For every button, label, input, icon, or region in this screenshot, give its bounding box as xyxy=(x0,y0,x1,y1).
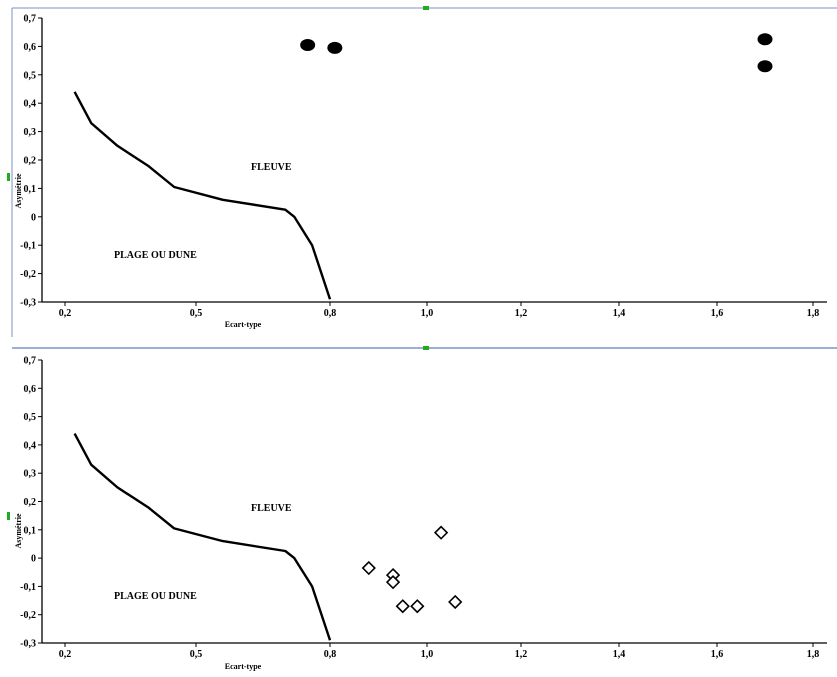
x-tick-label: 1,8 xyxy=(807,649,820,660)
x-axis-title: Ecart-type xyxy=(225,662,262,671)
y-tick-label: 0,5 xyxy=(24,70,37,81)
x-tick-label: 1,4 xyxy=(613,649,626,660)
data-point xyxy=(448,594,463,610)
region-label-plage-ou-dune: PLAGE OU DUNE xyxy=(114,250,197,261)
x-tick-label: 0,8 xyxy=(324,308,337,319)
x-axis-title: Ecart-type xyxy=(225,320,262,329)
y-tick-label: 0,3 xyxy=(24,127,37,138)
y-tick-label: 0 xyxy=(31,554,36,565)
y-tick-label: 0,5 xyxy=(24,412,37,423)
data-points xyxy=(300,33,773,73)
x-ticks: 0,2 0,5 0,8 1,0 1,2 1,4 1,6 1,8 xyxy=(59,643,820,660)
x-tick-label: 0,2 xyxy=(59,308,72,319)
x-tick-label: 1,2 xyxy=(515,649,528,660)
scatter-plot-bottom: 0,70,60,50,40,30,20,10-0,1-0,2-0,3 0,2 0,… xyxy=(14,356,827,671)
data-points xyxy=(361,525,463,614)
y-tick-label: 0 xyxy=(31,212,36,223)
y-tick-label: 0,3 xyxy=(24,469,37,480)
data-point xyxy=(327,41,343,54)
y-tick-label: 0,4 xyxy=(24,440,37,451)
y-ticks: 0,7 0,6 0,5 0,4 0,3 0,2 0,1 0 -0,1 -0,2 -0,3 xyxy=(20,14,42,309)
x-tick-label: 0,8 xyxy=(324,649,337,660)
x-tick-label: 0,5 xyxy=(190,308,203,319)
selection-handle-top xyxy=(423,6,429,10)
y-tick-label: 0,6 xyxy=(24,384,37,395)
y-tick-label: -0,2 xyxy=(20,610,36,621)
x-tick-label: 1,2 xyxy=(515,308,528,319)
y-tick-label: -0,3 xyxy=(20,298,36,309)
x-tick-label: 1,4 xyxy=(613,308,626,319)
y-tick-label: -0,3 xyxy=(20,639,36,650)
x-tick-label: 1,8 xyxy=(807,308,820,319)
region-label-fleuve: FLEUVE xyxy=(251,503,292,514)
x-tick-label: 0,2 xyxy=(59,649,72,660)
y-axis-title: Asymétrie xyxy=(14,173,23,209)
scatter-plot-top: 0,70,60,50,40,30,20,10-0,1-0,2-0,3 0,2 0,… xyxy=(14,14,827,329)
data-point xyxy=(300,38,316,51)
x-tick-label: 1,0 xyxy=(421,649,434,660)
region-label-plage-ou-dune: PLAGE OU DUNE xyxy=(114,591,197,602)
y-tick-label: -0,2 xyxy=(20,269,36,280)
data-point xyxy=(433,525,449,540)
y-tick-label: 0,2 xyxy=(24,497,37,508)
data-point xyxy=(385,575,401,590)
selection-handle-left-top xyxy=(7,173,10,181)
data-point xyxy=(395,599,410,614)
y-tick-label: 0,7 xyxy=(24,356,37,367)
region-label-fleuve: FLEUVE xyxy=(251,162,292,173)
y-tick-label: -0,1 xyxy=(20,582,36,593)
x-tick-label: 1,6 xyxy=(711,308,724,319)
boundary-line xyxy=(73,91,332,300)
data-point xyxy=(410,599,425,614)
data-point xyxy=(757,60,773,73)
x-tick-label: 1,6 xyxy=(711,649,724,660)
y-tick-label: 0,1 xyxy=(24,184,37,195)
y-tick-label: 0,2 xyxy=(24,156,37,167)
x-tick-label: 1,0 xyxy=(421,308,434,319)
x-ticks: 0,2 0,5 0,8 1,0 1,2 1,4 1,6 1,8 xyxy=(59,302,820,319)
data-point xyxy=(361,560,376,576)
x-axis-top: 0,2 0,5 0,8 1,0 1,2 1,4 1,6 1,8 xyxy=(42,301,827,319)
selection-handle-left-bottom xyxy=(7,512,10,520)
y-tick-label: -0,1 xyxy=(20,241,36,252)
x-tick-label: 0,5 xyxy=(190,649,203,660)
selection-handle-middle xyxy=(423,346,429,350)
y-tick-label: 0,6 xyxy=(24,42,37,53)
boundary-line xyxy=(73,433,332,641)
y-ticks: 0,7 0,6 0,5 0,4 0,3 0,2 0,1 0 -0,1 -0,2 -0,3 xyxy=(20,356,42,650)
y-tick-label: 0,4 xyxy=(24,99,37,110)
y-tick-label: 0,1 xyxy=(24,525,37,536)
x-axis-bottom: 0,2 0,5 0,8 1,0 1,2 1,4 1,6 1,8 xyxy=(42,642,827,660)
data-point xyxy=(757,33,773,46)
y-axis-top: 0,7 0,6 0,5 0,4 0,3 0,2 0,1 0 -0,1 -0,2 -0,3 xyxy=(20,14,43,309)
y-tick-label: 0,7 xyxy=(24,14,37,25)
panel-frame-top xyxy=(7,6,837,520)
y-axis-title: Asymétrie xyxy=(14,513,23,549)
y-axis-bottom: 0,7 0,6 0,5 0,4 0,3 0,2 0,1 0 -0,1 -0,2 -0,3 xyxy=(20,356,43,650)
